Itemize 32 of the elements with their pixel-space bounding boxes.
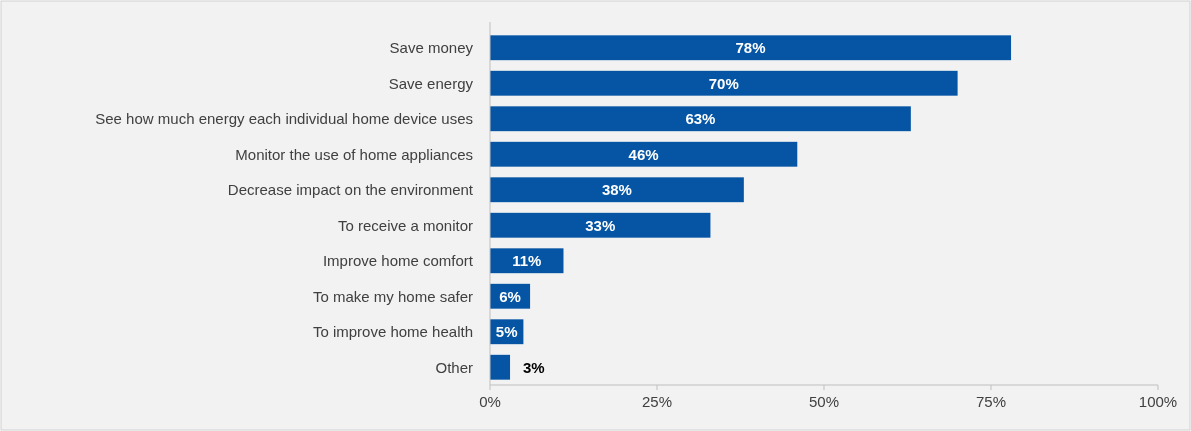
y-tick-label: Decrease impact on the environment: [227, 181, 474, 198]
x-tick-label: 25%: [641, 393, 673, 410]
bar: [490, 177, 744, 203]
y-tick-label: Monitor the use of home appliances: [235, 145, 473, 163]
y-tick-label: See how much energy each individual home device uses: [95, 110, 473, 127]
bar: [490, 354, 511, 380]
y-tick-label: To make my home safer: [312, 287, 473, 305]
data-label: 63%: [685, 110, 716, 127]
y-tick-label: Save money: [389, 39, 474, 56]
x-tick-label: 75%: [975, 393, 1007, 410]
data-label: 46%: [628, 145, 659, 163]
data-label: 3%: [523, 358, 545, 376]
bar: [490, 35, 1012, 61]
y-tick-label: To receive a monitor: [337, 216, 473, 234]
data-label: 38%: [601, 181, 632, 198]
data-label: 33%: [585, 216, 616, 234]
bar: [490, 106, 911, 132]
y-tick-label: Save energy: [388, 74, 474, 92]
bar: [490, 70, 958, 96]
y-tick-label: Other: [435, 358, 473, 376]
x-tick-label: 50%: [808, 393, 840, 410]
data-label: 5%: [495, 323, 518, 340]
bar: [490, 141, 798, 167]
data-label: 78%: [735, 39, 766, 56]
x-tick-label: 0%: [479, 393, 501, 410]
data-label: 11%: [512, 252, 542, 269]
bar: [490, 212, 711, 238]
x-tick-label: 100%: [1138, 393, 1178, 410]
y-tick-label: Improve home comfort: [322, 252, 474, 269]
y-tick-label: To improve home health: [312, 323, 473, 340]
data-label: 70%: [708, 74, 739, 92]
data-label: 6%: [499, 287, 521, 305]
